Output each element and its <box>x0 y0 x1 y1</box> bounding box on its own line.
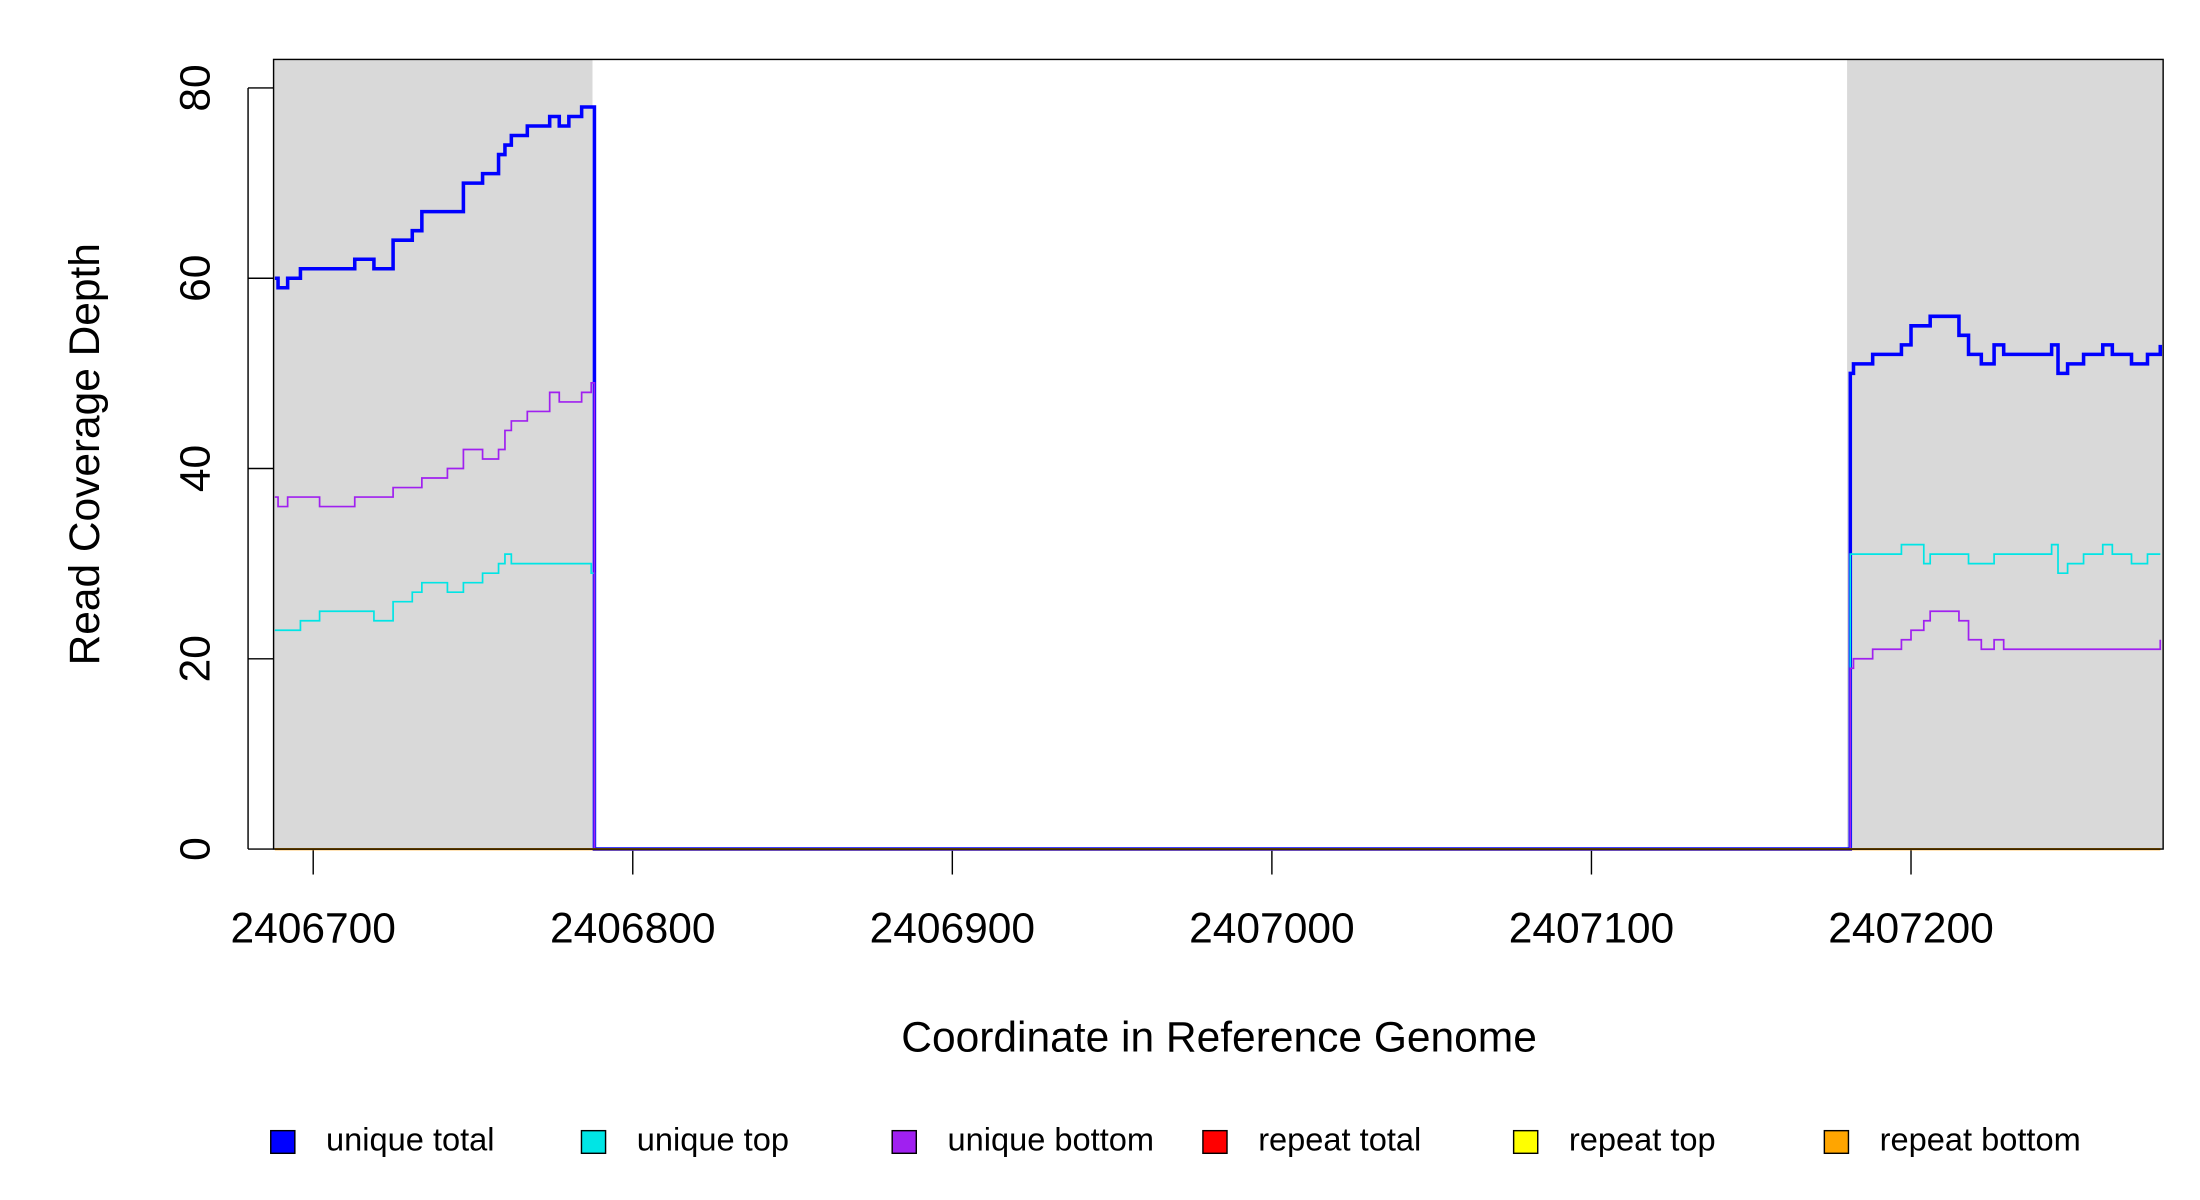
y-tick-label: 40 <box>173 445 220 492</box>
y-tick-label: 0 <box>173 837 220 861</box>
legend-swatch <box>270 1129 296 1155</box>
legend-swatch <box>1202 1129 1228 1155</box>
y-axis-label: Read Coverage Depth <box>62 243 109 665</box>
legend-label: unique top <box>637 1122 789 1158</box>
legend-label: repeat top <box>1569 1122 1716 1158</box>
y-tick-label: 60 <box>173 255 220 302</box>
x-tick-label: 2406700 <box>230 905 395 952</box>
shaded-region <box>273 59 593 850</box>
x-tick-label: 2407100 <box>1509 905 1674 952</box>
legend-swatch <box>1823 1129 1850 1155</box>
x-axis-label: Coordinate in Reference Genome <box>901 1014 1537 1061</box>
x-tick-label: 2407000 <box>1189 905 1354 952</box>
x-tick-label: 2407200 <box>1828 905 1993 952</box>
legend-swatch <box>580 1129 607 1155</box>
legend-label: repeat total <box>1258 1122 1421 1158</box>
x-tick-label: 2406800 <box>550 905 715 952</box>
shaded-region <box>1847 59 2164 850</box>
y-tick-label: 80 <box>173 64 220 111</box>
legend-swatch <box>891 1129 917 1155</box>
legend-swatch <box>1512 1129 1539 1155</box>
legend-label: unique bottom <box>947 1122 1154 1158</box>
legend-label: repeat bottom <box>1880 1122 2081 1158</box>
series-line <box>274 382 2162 850</box>
legend-label: unique total <box>326 1122 495 1158</box>
y-tick-label: 20 <box>173 635 220 682</box>
plot-frame <box>272 58 2164 850</box>
x-tick-label: 2406900 <box>870 905 1035 952</box>
